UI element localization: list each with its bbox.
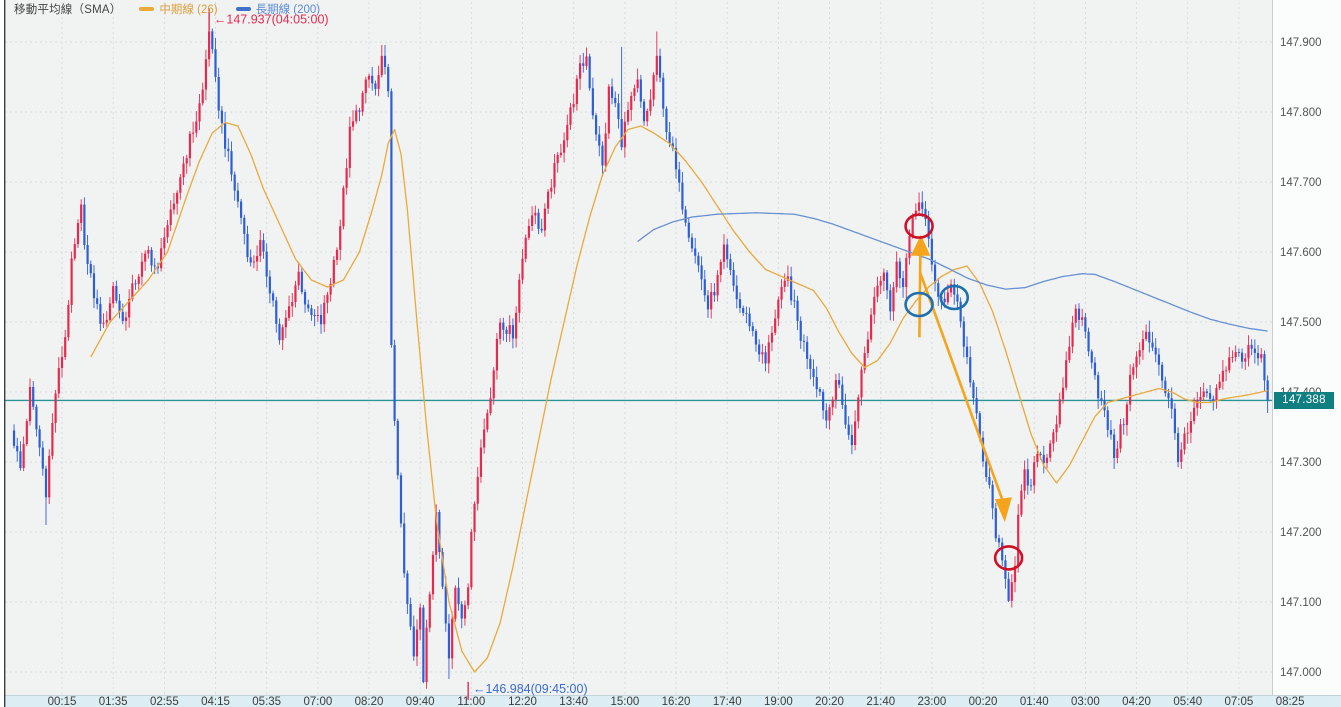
gridlines	[5, 2, 1272, 695]
price-tick-label: 147.500	[1280, 317, 1322, 329]
candlesticks	[12, 16, 1269, 689]
price-tick-label: 147.600	[1280, 247, 1322, 259]
current-price-badge: 147.388	[1274, 391, 1334, 409]
time-tick-label: 21:40	[866, 696, 895, 707]
price-tick-label: 147.900	[1280, 37, 1322, 49]
chart-legend: 移動平均線（SMA） 中期線 (26) 長期線 (200)	[14, 2, 320, 16]
mid-sma-label: 中期線 (26)	[159, 4, 218, 16]
legend-item-long-sma[interactable]: 長期線 (200)	[235, 1, 321, 17]
left-border	[4, 0, 6, 707]
price-axis	[1272, 0, 1341, 707]
time-tick-label: 00:15	[48, 696, 77, 707]
time-tick-label: 12:20	[508, 696, 537, 707]
price-tick-label: 147.800	[1280, 107, 1322, 119]
arrowhead-up-icon	[910, 234, 931, 256]
time-tick-label: 05:40	[1173, 696, 1202, 707]
arrowhead-down-icon	[994, 497, 1012, 523]
sma26-line	[90, 121, 1268, 673]
time-tick-label: 20:20	[815, 696, 844, 707]
time-tick-label: 07:05	[1225, 696, 1254, 707]
time-tick-label: 08:20	[355, 696, 384, 707]
time-tick-label: 15:00	[610, 696, 639, 707]
time-tick-label: 17:40	[713, 696, 742, 707]
time-tick-label: 03:00	[1071, 696, 1100, 707]
signal-arrow-up	[918, 254, 922, 338]
time-tick-label: 19:00	[764, 696, 793, 707]
time-tick-label: 13:40	[559, 696, 588, 707]
legend-item-mid-sma[interactable]: 中期線 (26)	[139, 1, 218, 17]
time-axis-labels: 00:15 01:35 02:55 04:15 05:35 07:00 08:20 09:40…	[48, 696, 1305, 707]
time-tick-label: 11:00	[457, 696, 485, 707]
session-high-label: ←147.937(04:05:00)	[214, 13, 329, 27]
price-tick-label: 147.300	[1280, 457, 1322, 469]
time-tick-label: 09:40	[406, 696, 435, 707]
time-tick-label: 02:55	[150, 696, 179, 707]
time-tick-label: 04:15	[201, 696, 230, 707]
price-tick-label: 147.700	[1280, 177, 1322, 189]
price-tick-label: 147.200	[1280, 527, 1322, 539]
long-sma-label: 長期線 (200)	[255, 4, 321, 16]
time-tick-label: 08:25	[1276, 696, 1305, 707]
time-tick-label: 07:00	[303, 696, 332, 707]
price-axis-labels: 147.900147.800147.700147.600147.500147.4…	[1280, 37, 1322, 679]
chart-title: 移動平均線（SMA）	[14, 4, 122, 16]
time-tick-label: 01:35	[99, 696, 128, 707]
long-sma-swatch-icon	[235, 7, 251, 11]
mid-sma-swatch-icon	[139, 7, 155, 11]
time-tick-label: 00:20	[969, 696, 998, 707]
time-tick-label: 01:40	[1020, 696, 1049, 707]
time-axis	[5, 695, 1341, 707]
signal-arrow-down	[918, 271, 1005, 502]
time-tick-label: 23:00	[917, 696, 946, 707]
sma200-line	[637, 212, 1268, 332]
time-tick-label: 16:20	[662, 696, 691, 707]
signal-circle-red	[904, 213, 934, 239]
signal-circle-blue	[939, 284, 970, 311]
annotations: ←147.937(04:05:00) ←146.984(09:45:00)	[208, 8, 1024, 700]
signal-circle-red	[993, 545, 1024, 571]
time-tick-label: 04:20	[1122, 696, 1151, 707]
time-tick-label: 05:35	[252, 696, 281, 707]
price-tick-label: 147.000	[1280, 667, 1322, 679]
session-low-label: ←146.984(09:45:00)	[473, 682, 588, 696]
plot-area[interactable]	[5, 0, 1272, 695]
signal-circle-blue	[904, 291, 934, 318]
price-tick-label: 147.100	[1280, 597, 1322, 609]
